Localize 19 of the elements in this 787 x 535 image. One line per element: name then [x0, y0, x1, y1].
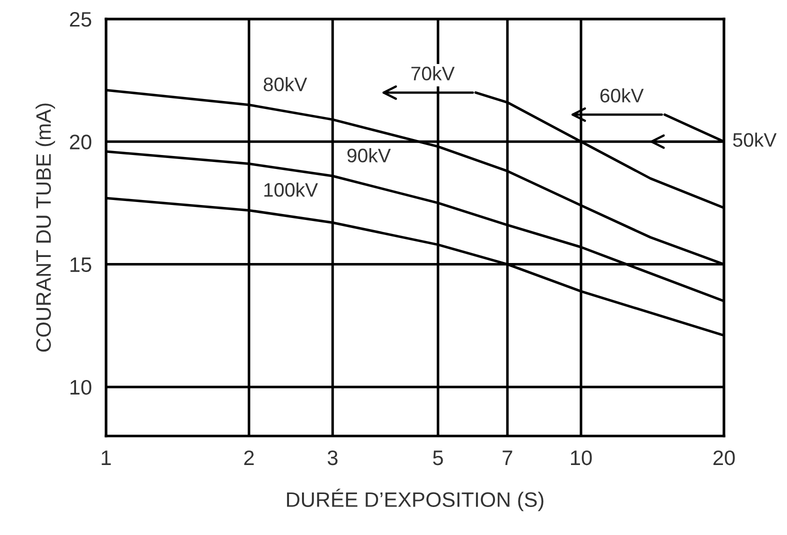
y-tick-label: 20 [70, 134, 92, 150]
y-tick-label: 15 [70, 258, 92, 272]
annotation: 50kV [733, 132, 777, 147]
y-axis-title: COURANT DU TUBE (mA) [36, 104, 56, 352]
annotation: 90kV [347, 148, 391, 162]
y-tick-label: 25 [70, 12, 92, 27]
x-tick-label: 5 [433, 450, 443, 466]
annotation: 60kV [600, 88, 644, 102]
x-tick-label: 7 [502, 450, 512, 465]
x-axis-title: DURÉE D’EXPOSITION (S) [287, 488, 544, 512]
x-tick-label: 1 [102, 450, 111, 465]
y-tick-label: 10 [70, 380, 92, 395]
annotation: 80kV [264, 77, 308, 92]
x-tick-label: 20 [713, 450, 735, 466]
annotation: 100kV [264, 182, 318, 197]
x-tick-label: 10 [571, 450, 592, 466]
annotation: 70kV [411, 66, 455, 80]
x-tick-label: 2 [244, 450, 254, 465]
x-tick-label: 3 [328, 450, 338, 466]
